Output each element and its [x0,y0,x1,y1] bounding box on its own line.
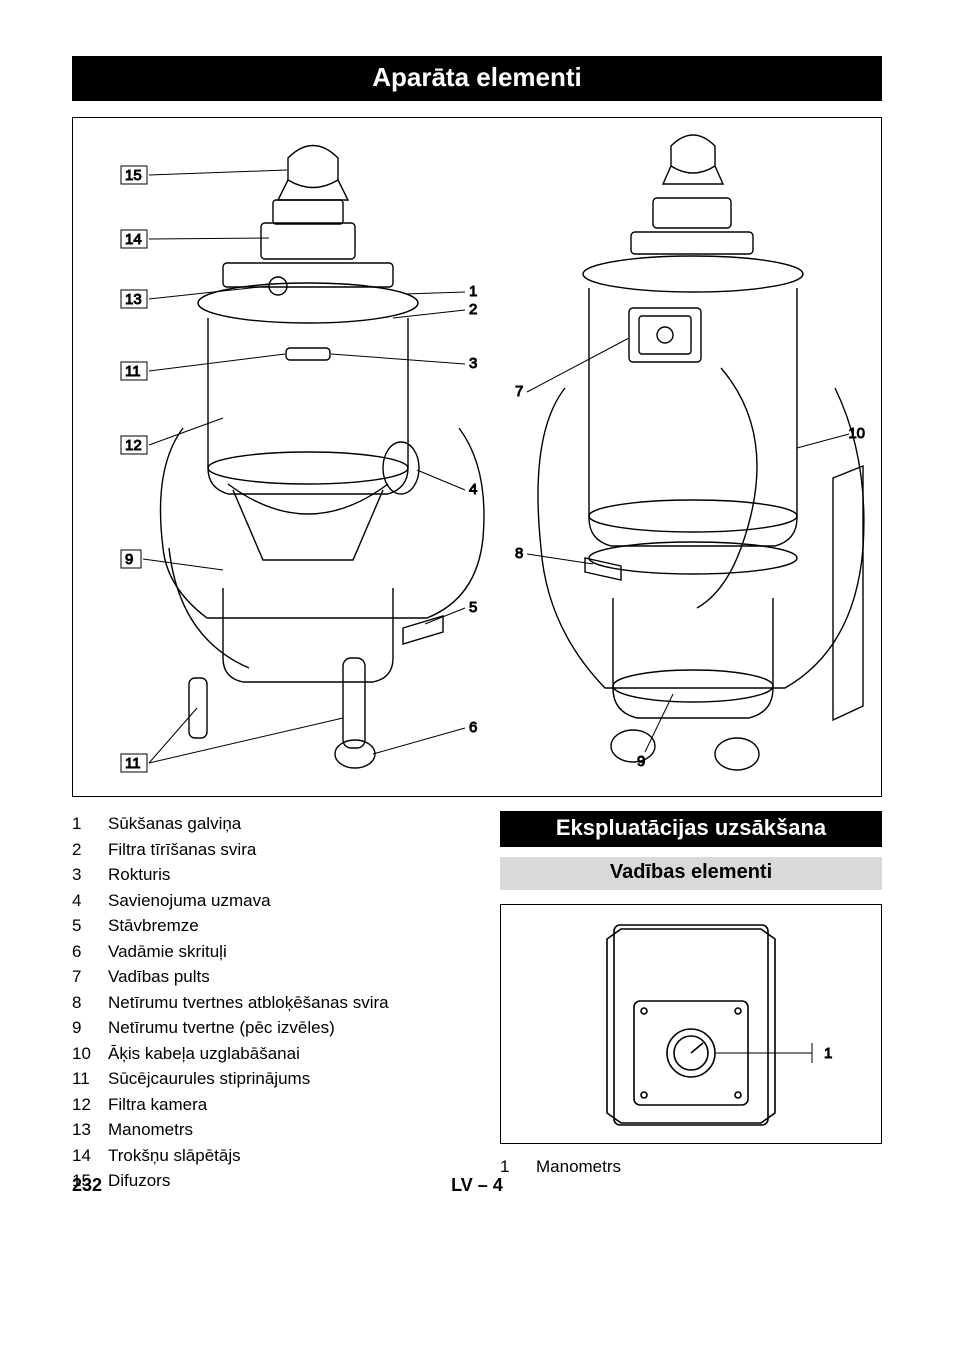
legend-num: 2 [72,837,94,863]
legend-label: Filtra tīrīšanas svira [108,837,256,863]
legend-label: Netīrumu tvertnes atbloķēšanas svira [108,990,389,1016]
legend-num: 5 [72,913,94,939]
legend-row: 3 Rokturis [72,862,470,888]
legend-row: 5 Stāvbremze [72,913,470,939]
legend-column: 1 Sūkšanas galviņa 2 Filtra tīrīšanas svira… [72,811,470,1194]
legend-row: 7 Vadības pults [72,964,470,990]
legend-num: 13 [72,1117,94,1143]
legend-label: Rokturis [108,862,170,888]
callout-4: 4 [469,481,477,498]
control-panel-frame: 1 [500,904,882,1144]
legend-row: 11 Sūcējcaurules stiprinājums [72,1066,470,1092]
legend-num: 8 [72,990,94,1016]
lower-columns: 1 Sūkšanas galviņa 2 Filtra tīrīšanas svira… [72,811,882,1194]
legend-label: Savienojuma uzmava [108,888,271,914]
legend-label: Āķis kabeļa uzglabāšanai [108,1041,300,1067]
callout-9b: 9 [637,753,645,770]
legend-row: 8 Netīrumu tvertnes atbloķēšanas svira [72,990,470,1016]
callout-3: 3 [469,355,477,372]
legend-label: Trokšņu slāpētājs [108,1143,241,1169]
legend-row: 10 Āķis kabeļa uzglabāšanai [72,1041,470,1067]
panel-callout-1: 1 [824,1045,832,1062]
main-diagram-svg: 15 14 13 11 12 9 [73,118,882,797]
legend-row: 2 Filtra tīrīšanas svira [72,837,470,863]
legend-num: 6 [72,939,94,965]
legend-row: 4 Savienojuma uzmava [72,888,470,914]
callout-6: 6 [469,719,477,736]
callout-1: 1 [469,283,477,300]
callout-11a: 11 [125,363,141,380]
footer-center: LV – 4 [72,1175,882,1196]
legend-num: 4 [72,888,94,914]
callout-15: 15 [125,167,142,184]
legend-label: Sūkšanas galviņa [108,811,241,837]
callout-7: 7 [515,383,523,400]
legend-row: 14 Trokšņu slāpētājs [72,1143,470,1169]
legend-num: 3 [72,862,94,888]
page-footer: 232 LV – 4 [72,1175,882,1196]
legend-label: Filtra kamera [108,1092,207,1118]
callout-2: 2 [469,301,477,318]
legend-num: 14 [72,1143,94,1169]
callout-10: 10 [848,425,865,442]
title-text: Aparāta elementi [372,62,582,92]
legend-num: 9 [72,1015,94,1041]
callout-5: 5 [469,599,477,616]
callout-13: 13 [125,291,142,308]
legend-label: Stāvbremze [108,913,199,939]
page: Aparāta elementi [0,0,954,1234]
legend-num: 10 [72,1041,94,1067]
section-title-bar: Ekspluatācijas uzsākšana [500,811,882,847]
legend-num: 1 [72,811,94,837]
legend-list: 1 Sūkšanas galviņa 2 Filtra tīrīšanas svira… [72,811,470,1194]
legend-row: 12 Filtra kamera [72,1092,470,1118]
main-diagram-frame: 15 14 13 11 12 9 [72,117,882,797]
section-title: Ekspluatācijas uzsākšana [556,815,826,840]
legend-num: 11 [72,1066,94,1092]
legend-row: 13 Manometrs [72,1117,470,1143]
right-column: Ekspluatācijas uzsākšana Vadības element… [500,811,882,1180]
subsection-title: Vadības elementi [610,861,772,883]
legend-row: 6 Vadāmie skrituļi [72,939,470,965]
legend-row: 9 Netīrumu tvertne (pēc izvēles) [72,1015,470,1041]
legend-num: 7 [72,964,94,990]
legend-num: 12 [72,1092,94,1118]
legend-label: Vadības pults [108,964,210,990]
legend-label: Netīrumu tvertne (pēc izvēles) [108,1015,335,1041]
callout-9a: 9 [125,551,133,568]
legend-label: Sūcējcaurules stiprinājums [108,1066,310,1092]
legend-label: Manometrs [108,1117,193,1143]
callout-11b: 11 [125,755,141,772]
control-panel-svg: 1 [501,905,881,1145]
callout-14: 14 [125,231,142,248]
subsection-title-bar: Vadības elementi [500,857,882,890]
callout-8: 8 [515,545,523,562]
callout-12: 12 [125,437,142,454]
title-bar: Aparāta elementi [72,56,882,101]
legend-row: 1 Sūkšanas galviņa [72,811,470,837]
legend-label: Vadāmie skrituļi [108,939,227,965]
